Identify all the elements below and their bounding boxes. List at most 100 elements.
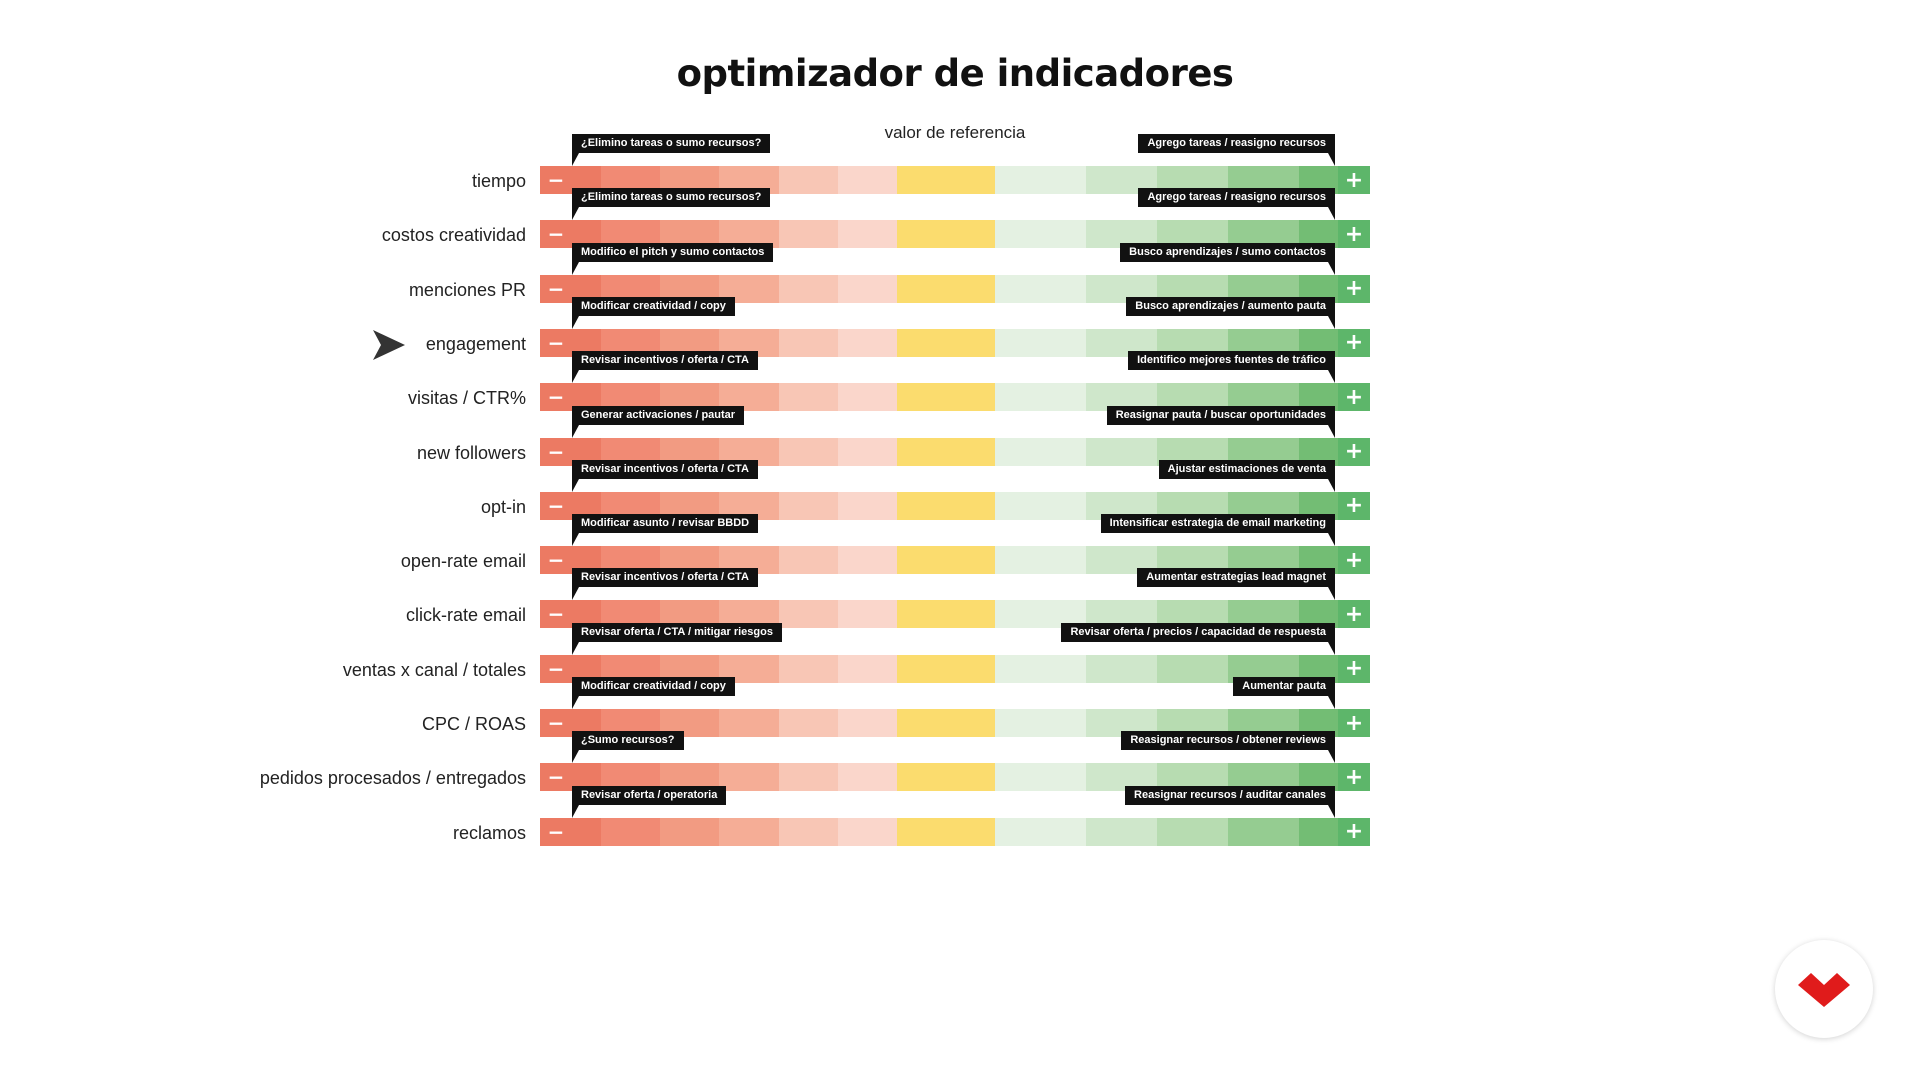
scale-segment[interactable] [1015, 328, 1087, 357]
increase-button[interactable]: + [1338, 328, 1370, 357]
scale-segment[interactable] [995, 383, 1016, 412]
scale-segment[interactable] [837, 437, 897, 466]
scale-segment[interactable] [896, 817, 947, 846]
scale-segment[interactable] [837, 328, 897, 357]
scale-segment[interactable] [946, 328, 996, 357]
scale-segment[interactable] [896, 491, 947, 520]
scale-segment[interactable] [1157, 654, 1229, 683]
scale-segment[interactable] [837, 383, 897, 412]
scale-segment[interactable] [778, 220, 838, 249]
scale-segment[interactable] [995, 437, 1016, 466]
scale-segment[interactable] [995, 328, 1016, 357]
scale-segment[interactable] [778, 709, 838, 737]
scale-segment[interactable] [995, 546, 1016, 575]
scale-segment[interactable] [995, 709, 1016, 737]
scale-segment[interactable] [896, 709, 947, 737]
scale-segment[interactable] [1015, 166, 1087, 194]
scale-segment[interactable] [1298, 817, 1339, 846]
scale-segment[interactable] [1086, 437, 1158, 466]
scale-segment[interactable] [896, 546, 947, 575]
scale-segment[interactable] [946, 383, 996, 412]
scale-segment[interactable] [837, 220, 897, 249]
scale-segment[interactable] [719, 817, 779, 846]
scale-segment[interactable] [837, 654, 897, 683]
scale-segment[interactable] [1015, 383, 1087, 412]
scale-segment[interactable] [1228, 817, 1299, 846]
decrease-button[interactable]: − [540, 546, 572, 575]
scale-segment[interactable] [1015, 709, 1087, 737]
scale-segment[interactable] [995, 220, 1016, 249]
decrease-button[interactable]: − [540, 328, 572, 357]
scale-segment[interactable] [946, 491, 996, 520]
scale-segment[interactable] [946, 437, 996, 466]
scale-segment[interactable] [896, 600, 947, 629]
decrease-button[interactable]: − [540, 763, 572, 792]
scale-segment[interactable] [601, 817, 661, 846]
scale-segment[interactable] [837, 274, 897, 303]
brand-logo[interactable] [1775, 940, 1873, 1038]
decrease-button[interactable]: − [540, 491, 572, 520]
scale-segment[interactable] [1015, 274, 1087, 303]
increase-button[interactable]: + [1338, 166, 1370, 194]
scale-segment[interactable] [946, 600, 996, 629]
decrease-button[interactable]: − [540, 274, 572, 303]
decrease-button[interactable]: − [540, 709, 572, 737]
scale-segment[interactable] [1015, 546, 1087, 575]
scale-segment[interactable] [896, 274, 947, 303]
scale-segment[interactable] [837, 546, 897, 575]
increase-button[interactable]: + [1338, 491, 1370, 520]
scale-segment[interactable] [995, 274, 1016, 303]
decrease-button[interactable]: − [540, 654, 572, 683]
scale-segment[interactable] [719, 709, 779, 737]
scale-segment[interactable] [896, 383, 947, 412]
scale-segment[interactable] [1086, 654, 1158, 683]
indicator-scale[interactable] [540, 709, 1370, 737]
scale-segment[interactable] [946, 654, 996, 683]
decrease-button[interactable]: − [540, 166, 572, 194]
scale-segment[interactable] [1086, 817, 1158, 846]
scale-segment[interactable] [995, 491, 1016, 520]
scale-segment[interactable] [995, 817, 1016, 846]
scale-segment[interactable] [778, 600, 838, 629]
decrease-button[interactable]: − [540, 383, 572, 412]
increase-button[interactable]: + [1338, 654, 1370, 683]
scale-segment[interactable] [995, 763, 1016, 792]
scale-segment[interactable] [837, 166, 897, 194]
increase-button[interactable]: + [1338, 763, 1370, 792]
scale-segment[interactable] [1015, 817, 1087, 846]
scale-segment[interactable] [778, 328, 838, 357]
scale-segment[interactable] [896, 763, 947, 792]
scale-segment[interactable] [896, 166, 947, 194]
scale-segment[interactable] [778, 437, 838, 466]
scale-segment[interactable] [946, 166, 996, 194]
scale-segment[interactable] [660, 817, 720, 846]
decrease-button[interactable]: − [540, 220, 572, 249]
decrease-button[interactable]: − [540, 437, 572, 466]
indicator-scale[interactable] [540, 817, 1370, 846]
scale-segment[interactable] [837, 763, 897, 792]
scale-segment[interactable] [946, 546, 996, 575]
scale-segment[interactable] [837, 600, 897, 629]
decrease-button[interactable]: − [540, 600, 572, 629]
scale-segment[interactable] [1015, 491, 1087, 520]
increase-button[interactable]: + [1338, 817, 1370, 846]
scale-segment[interactable] [778, 274, 838, 303]
scale-segment[interactable] [946, 709, 996, 737]
scale-segment[interactable] [837, 817, 897, 846]
scale-segment[interactable] [995, 654, 1016, 683]
scale-segment[interactable] [946, 220, 996, 249]
scale-segment[interactable] [896, 328, 947, 357]
scale-segment[interactable] [946, 274, 996, 303]
scale-segment[interactable] [896, 654, 947, 683]
scale-segment[interactable] [778, 383, 838, 412]
scale-segment[interactable] [571, 817, 602, 846]
scale-segment[interactable] [837, 709, 897, 737]
scale-segment[interactable] [1015, 220, 1087, 249]
scale-segment[interactable] [995, 600, 1016, 629]
scale-segment[interactable] [896, 437, 947, 466]
increase-button[interactable]: + [1338, 383, 1370, 412]
increase-button[interactable]: + [1338, 600, 1370, 629]
scale-segment[interactable] [778, 763, 838, 792]
scale-segment[interactable] [896, 220, 947, 249]
increase-button[interactable]: + [1338, 709, 1370, 737]
